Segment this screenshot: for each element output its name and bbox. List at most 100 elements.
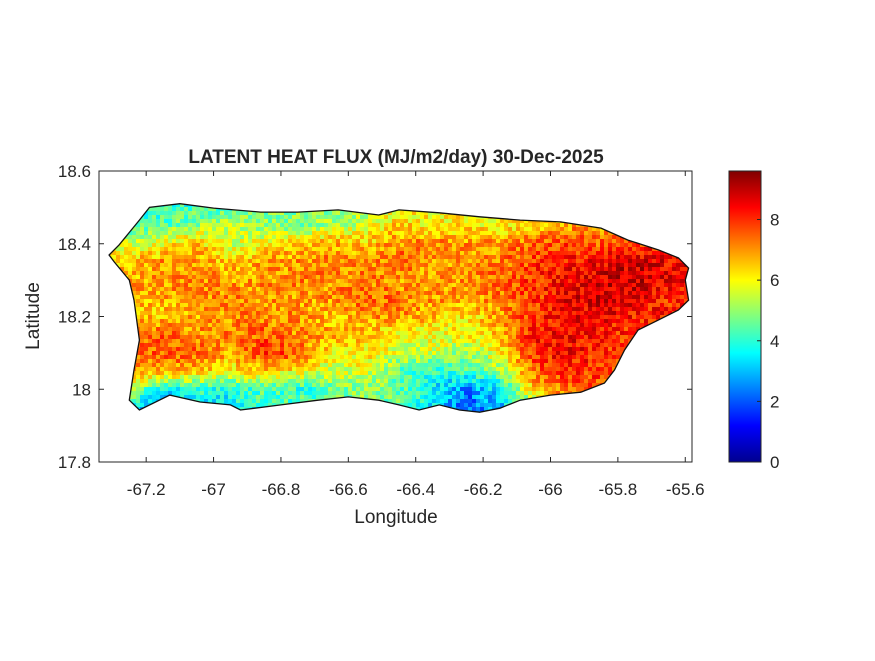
heatmap-cell xyxy=(632,287,637,292)
heatmap-cell xyxy=(560,291,565,296)
heatmap-cell xyxy=(432,311,437,316)
heatmap-cell xyxy=(328,267,333,272)
heatmap-cell xyxy=(484,299,489,304)
heatmap-cell xyxy=(196,287,201,292)
heatmap-cell xyxy=(584,259,589,264)
heatmap-cell xyxy=(472,291,477,296)
heatmap-cell xyxy=(452,227,457,232)
heatmap-cell xyxy=(616,311,621,316)
heatmap-cell xyxy=(472,275,477,280)
heatmap-cell xyxy=(660,287,665,292)
heatmap-cell xyxy=(636,275,641,280)
heatmap-cell xyxy=(148,231,153,236)
heatmap-cell xyxy=(340,311,345,316)
heatmap-cell xyxy=(312,231,317,236)
heatmap-cell xyxy=(300,279,305,284)
heatmap-cell xyxy=(348,251,353,256)
heatmap-cell xyxy=(196,235,201,240)
heatmap-cell xyxy=(252,235,257,240)
heatmap-cell xyxy=(564,319,569,324)
heatmap-cell xyxy=(588,307,593,312)
heatmap-cell xyxy=(452,299,457,304)
heatmap-cell xyxy=(664,283,669,288)
heatmap-cell xyxy=(196,303,201,308)
heatmap-cell xyxy=(200,263,205,268)
heatmap-cell xyxy=(420,251,425,256)
heatmap-cell xyxy=(280,307,285,312)
heatmap-cell xyxy=(416,283,421,288)
heatmap-cell xyxy=(392,227,397,232)
heatmap-cell xyxy=(608,311,613,316)
heatmap-cell xyxy=(344,211,349,216)
heatmap-cell xyxy=(164,303,169,308)
heatmap-cell xyxy=(364,231,369,236)
heatmap-cell xyxy=(344,315,349,320)
heatmap-cell xyxy=(360,271,365,276)
heatmap-cell xyxy=(180,227,185,232)
heatmap-cell xyxy=(360,307,365,312)
heatmap-cell xyxy=(600,315,605,320)
heatmap-cell xyxy=(416,239,421,244)
chart-title: LATENT HEAT FLUX (MJ/m2/day) 30-Dec-2025 xyxy=(188,147,604,168)
heatmap-cell xyxy=(212,287,217,292)
heatmap-cell xyxy=(220,327,225,332)
heatmap-cell xyxy=(224,287,229,292)
heatmap-cell xyxy=(404,267,409,272)
heatmap-cell xyxy=(612,267,617,272)
heatmap-cell xyxy=(616,259,621,264)
heatmap-cell xyxy=(288,259,293,264)
heatmap-cell xyxy=(504,275,509,280)
heatmap-cell xyxy=(520,303,525,308)
heatmap-cell xyxy=(608,315,613,320)
heatmap-cell xyxy=(340,283,345,288)
heatmap-cell xyxy=(176,291,181,296)
heatmap-cell xyxy=(596,231,601,236)
heatmap-cell xyxy=(192,263,197,268)
heatmap-cell xyxy=(320,291,325,296)
heatmap-cell xyxy=(360,315,365,320)
heatmap-cell xyxy=(424,295,429,300)
heatmap-cell xyxy=(208,207,213,212)
heatmap-cell xyxy=(136,319,141,324)
heatmap-cell xyxy=(576,287,581,292)
heatmap-cell xyxy=(164,219,169,224)
heatmap-cell xyxy=(260,223,265,228)
heatmap-cell xyxy=(408,231,413,236)
heatmap-cell xyxy=(476,327,481,332)
heatmap-cell xyxy=(384,247,389,252)
heatmap-cell xyxy=(440,311,445,316)
heatmap-cell xyxy=(152,319,157,324)
heatmap-cell xyxy=(592,271,597,276)
heatmap-cell xyxy=(656,291,661,296)
heatmap-cell xyxy=(584,311,589,316)
heatmap-cell xyxy=(176,235,181,240)
heatmap-cell xyxy=(168,311,173,316)
heatmap-cell xyxy=(460,311,465,316)
heatmap-cell xyxy=(544,323,549,328)
heatmap-cell xyxy=(360,263,365,268)
heatmap-cell xyxy=(504,315,509,320)
heatmap-cell xyxy=(396,283,401,288)
heatmap-cell xyxy=(188,247,193,252)
heatmap-cell xyxy=(276,307,281,312)
heatmap-cell xyxy=(608,299,613,304)
heatmap-cell xyxy=(428,287,433,292)
heatmap-cell xyxy=(484,319,489,324)
heatmap-cell xyxy=(472,251,477,256)
heatmap-cell xyxy=(468,271,473,276)
heatmap-cell xyxy=(500,251,505,256)
heatmap-cell xyxy=(328,223,333,228)
heatmap-cell xyxy=(232,303,237,308)
heatmap-cell xyxy=(376,323,381,328)
heatmap-cell xyxy=(504,259,509,264)
heatmap-cell xyxy=(408,291,413,296)
heatmap-cell xyxy=(664,275,669,280)
heatmap-cell xyxy=(352,279,357,284)
heatmap-cell xyxy=(300,295,305,300)
heatmap-cell xyxy=(608,291,613,296)
heatmap-cell xyxy=(492,279,497,284)
heatmap-cell xyxy=(308,259,313,264)
heatmap-cell xyxy=(400,279,405,284)
heatmap-cell xyxy=(288,267,293,272)
heatmap-cell xyxy=(644,279,649,284)
